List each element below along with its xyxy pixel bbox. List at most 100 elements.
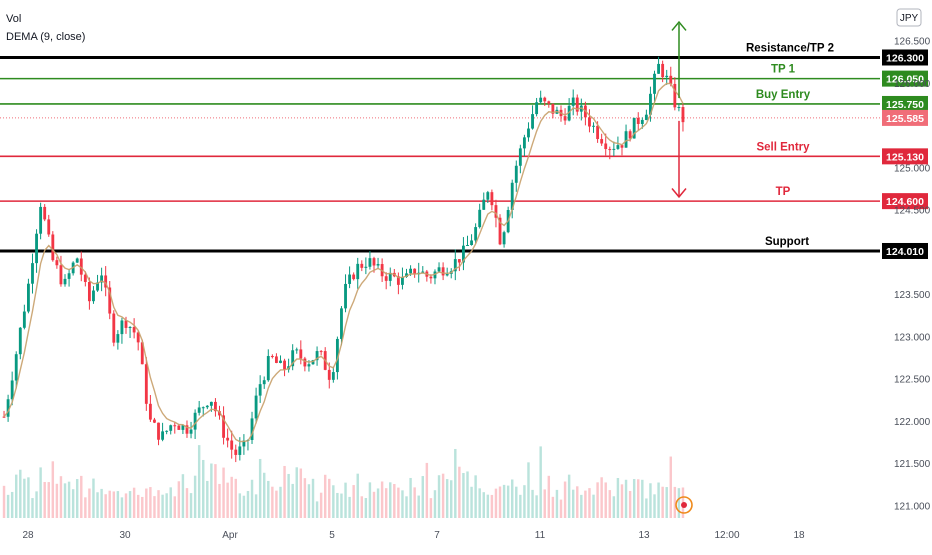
volume-bar [222, 467, 225, 518]
volume-bar [19, 469, 22, 518]
y-tick-label: 125.000 [894, 163, 931, 174]
volume-bar [307, 484, 311, 518]
volume-bar [596, 482, 599, 518]
candle-body [388, 272, 392, 281]
candle-body [59, 265, 63, 285]
volume-bar [27, 477, 30, 518]
candle-body [429, 276, 433, 279]
candle-body [193, 412, 197, 430]
candle-body [331, 372, 335, 380]
x-tick-label: 7 [434, 530, 440, 541]
volume-bar [153, 496, 156, 518]
y-tick-label: 122.500 [894, 375, 931, 386]
volume-bar [580, 494, 583, 518]
candle-body [368, 258, 372, 267]
candle-body [18, 327, 22, 355]
candle-body [197, 407, 201, 413]
candle-body [108, 287, 112, 314]
volume-bar [600, 477, 603, 518]
volume-bar [519, 494, 522, 518]
volume-bar [279, 486, 282, 518]
volume-bar [413, 487, 416, 518]
alert-dot [681, 502, 687, 508]
candle-body [360, 263, 364, 268]
x-tick-label: 28 [22, 530, 34, 541]
volume-bar [340, 493, 343, 518]
candle-body [502, 232, 506, 245]
candle-body [128, 327, 132, 329]
legend-volume[interactable]: Vol [6, 13, 21, 25]
candle-body [79, 258, 83, 275]
candle-body [437, 267, 441, 272]
alert-marker[interactable] [675, 496, 693, 514]
direction-arrows [671, 20, 687, 199]
candle-body [242, 440, 246, 447]
volume-bar [23, 478, 26, 518]
volume-bar [226, 482, 229, 518]
volume-bar [364, 497, 368, 518]
volume-bar [527, 462, 530, 518]
candle-body [535, 102, 539, 115]
volume-bar [372, 491, 376, 518]
volume-bar [116, 491, 120, 518]
volume-bar [173, 496, 177, 518]
candle-body [226, 437, 230, 441]
candle-body [6, 399, 10, 417]
level-label: Support [765, 236, 809, 248]
currency-badge[interactable]: JPY [896, 8, 922, 27]
candle-body [632, 117, 636, 139]
candle-body [462, 245, 465, 263]
candle-body [169, 425, 173, 431]
volume-bar [502, 484, 506, 518]
volume-bar [405, 496, 408, 518]
candle-body [665, 75, 669, 78]
volume-bar [478, 488, 481, 518]
candle-body [327, 369, 331, 380]
y-tick-label: 126.000 [894, 79, 931, 90]
volume-bar [84, 497, 87, 518]
x-tick-label: 5 [329, 530, 335, 541]
candle-body [201, 407, 205, 409]
volume-bar [547, 475, 551, 518]
candle-body [39, 206, 43, 234]
candle-body [165, 430, 169, 432]
volume-bar [39, 467, 42, 518]
volume-bar [181, 474, 185, 518]
candle-body [283, 360, 286, 370]
candle-body [335, 338, 339, 373]
candle-body [43, 206, 47, 220]
candle-body [405, 273, 408, 277]
candle-body [315, 351, 319, 361]
volume-bar [132, 487, 136, 518]
volume-bar [55, 483, 59, 518]
volume-bar [197, 445, 201, 518]
candle-body [616, 145, 620, 149]
candle-body [2, 416, 6, 418]
candle-body [75, 258, 79, 263]
volume-bar [31, 498, 34, 518]
candle-body [177, 425, 181, 430]
candle-body [83, 274, 87, 282]
candle-body [63, 278, 67, 285]
volume-bar [592, 494, 595, 518]
candle-body [453, 259, 457, 272]
volume-bar [169, 487, 172, 518]
candle-body [31, 263, 34, 284]
volume-bar [104, 494, 107, 518]
volume-bar [63, 483, 67, 518]
volume-bar [645, 498, 648, 518]
volume-bar [368, 482, 372, 518]
volume-bar [515, 486, 518, 518]
volume-bar [291, 483, 294, 518]
volume-bar [641, 479, 644, 518]
volume-bar [161, 494, 164, 518]
candle-body [222, 415, 225, 438]
candle-body [376, 264, 380, 266]
candle-body [153, 419, 156, 423]
legend-dema[interactable]: DEMA (9, close) [6, 31, 85, 43]
candle-body [148, 403, 152, 420]
candle-body [92, 290, 95, 302]
candle-body [372, 258, 376, 266]
